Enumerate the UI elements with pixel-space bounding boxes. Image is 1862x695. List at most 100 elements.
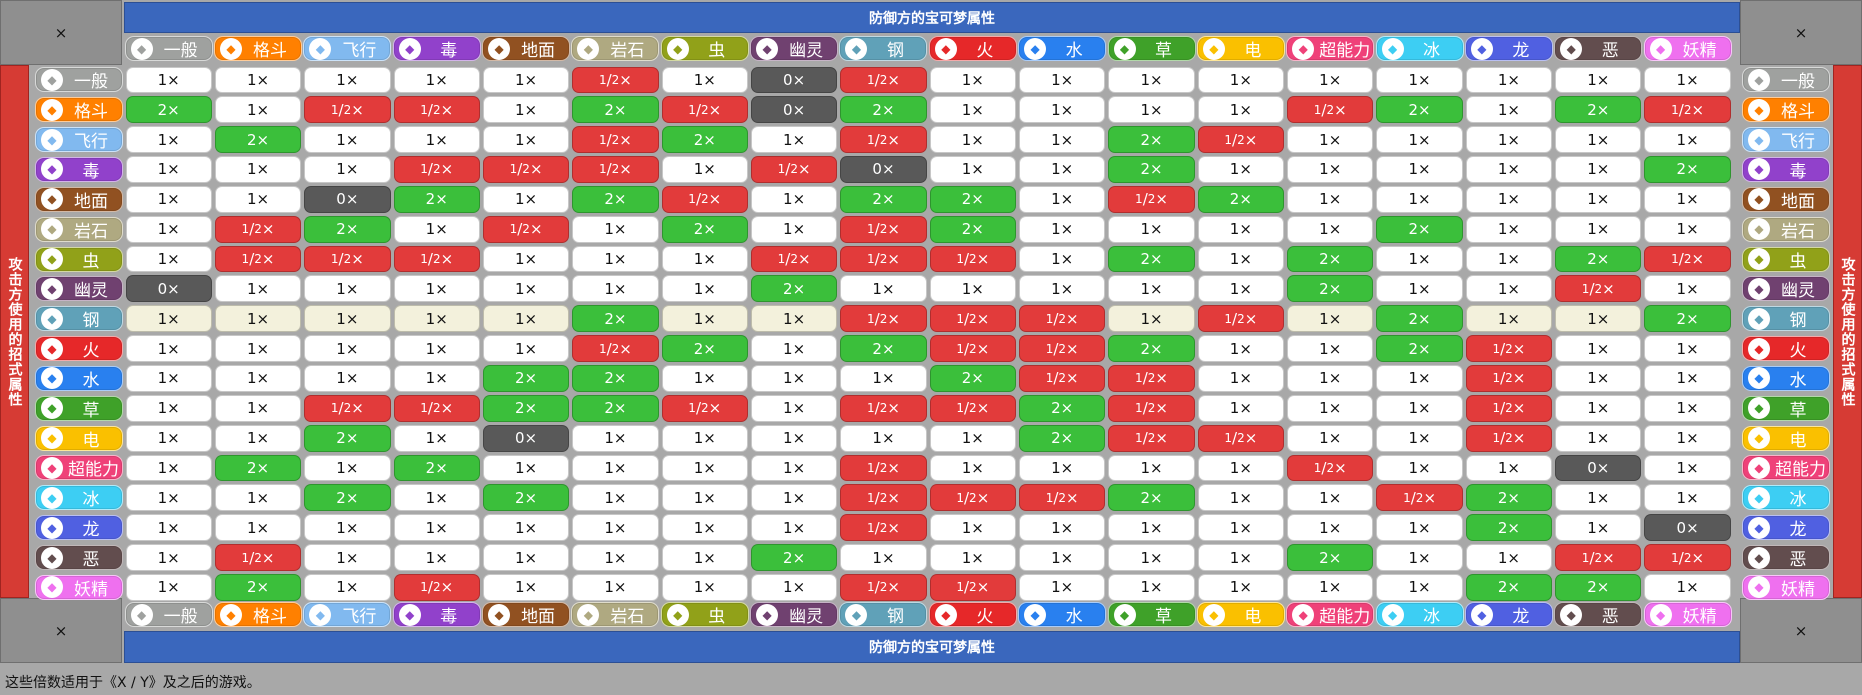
grass-icon: ◆ bbox=[1113, 37, 1136, 60]
effectiveness-cell: 1× bbox=[482, 573, 570, 601]
type-name: 超能力 bbox=[1775, 460, 1826, 481]
column-footer-11: ◆ 草 bbox=[1107, 602, 1196, 627]
fighting-icon: ◆ bbox=[41, 98, 63, 121]
effectiveness-cell: 1× bbox=[929, 424, 1016, 452]
effectiveness-cell: 1× bbox=[1555, 156, 1642, 183]
row-header-right-16: ◆ 恶 bbox=[1742, 545, 1830, 571]
effectiveness-cell: 1× bbox=[750, 126, 838, 154]
effectiveness-cell: 1/2 × bbox=[572, 156, 659, 183]
effectiveness-cell: 1× bbox=[304, 454, 391, 482]
effectiveness-cell: 1× bbox=[482, 335, 570, 362]
effectiveness-cell: 1× bbox=[125, 484, 212, 512]
type-name: 一般 bbox=[74, 72, 108, 93]
effectiveness-cell: 1× bbox=[1644, 484, 1731, 512]
electric-icon: ◆ bbox=[1202, 37, 1225, 60]
column-header-17: ◆ 妖精 bbox=[1643, 36, 1732, 61]
dark-icon: ◆ bbox=[1560, 603, 1583, 626]
effectiveness-cell: 1× bbox=[393, 275, 480, 303]
effectiveness-cell: 1× bbox=[1019, 514, 1106, 542]
effectiveness-cell: 1/2 × bbox=[1108, 424, 1195, 452]
row-header-right-13: ◆ 超能力 bbox=[1742, 455, 1830, 481]
effectiveness-cell: 1/2 × bbox=[1644, 96, 1731, 124]
effectiveness-cell: 1× bbox=[750, 185, 838, 213]
effectiveness-cell: 1/2 × bbox=[393, 573, 480, 601]
type-name: 电 bbox=[1244, 607, 1262, 627]
effectiveness-cell: 1× bbox=[482, 185, 570, 213]
column-header-12: ◆ 电 bbox=[1196, 36, 1285, 61]
effectiveness-cell: 1/2 × bbox=[929, 335, 1016, 362]
effectiveness-cell: 1× bbox=[125, 335, 212, 362]
psychic-icon: ◆ bbox=[1748, 456, 1770, 479]
normal-icon: ◆ bbox=[1748, 68, 1770, 91]
ground-icon: ◆ bbox=[488, 603, 511, 626]
column-header-6: ◆ 虫 bbox=[660, 36, 749, 61]
effectiveness-cell: 2× bbox=[1555, 573, 1642, 601]
effectiveness-cell: 2× bbox=[929, 185, 1016, 213]
bug-icon: ◆ bbox=[666, 603, 689, 626]
effectiveness-cell: 2× bbox=[482, 365, 570, 392]
right-side-banner: 攻击方使用的招式属性 bbox=[1833, 65, 1862, 598]
effectiveness-cell: 1× bbox=[1287, 126, 1374, 154]
effectiveness-cell: 1× bbox=[1108, 96, 1195, 124]
column-header-15: ◆ 龙 bbox=[1464, 36, 1553, 61]
effectiveness-cell: 1/2 × bbox=[1644, 544, 1731, 571]
poison-icon: ◆ bbox=[398, 37, 421, 60]
effectiveness-cell: 1× bbox=[1287, 66, 1374, 94]
type-name: 电 bbox=[1789, 430, 1807, 451]
effectiveness-cell: 2× bbox=[661, 335, 748, 362]
effectiveness-cell: 1× bbox=[750, 424, 838, 452]
effectiveness-cell: 1× bbox=[1376, 454, 1463, 482]
type-name: 冰 bbox=[1423, 41, 1441, 61]
top-banner: 防御方的宝可梦属性 bbox=[124, 2, 1740, 33]
effectiveness-cell: 0× bbox=[304, 185, 391, 213]
effectiveness-cell: 1× bbox=[125, 305, 212, 333]
fairy-icon: ◆ bbox=[1649, 37, 1672, 60]
effectiveness-cell: 1× bbox=[1108, 66, 1195, 94]
effectiveness-cell: 1× bbox=[482, 305, 570, 333]
effectiveness-cell: 1× bbox=[1644, 185, 1731, 213]
effectiveness-cell: 1/2 × bbox=[750, 156, 838, 183]
effectiveness-cell: 2× bbox=[214, 454, 302, 482]
fairy-icon: ◆ bbox=[1649, 603, 1672, 626]
row-header-6: ◆ 虫 bbox=[35, 246, 123, 272]
column-footer-7: ◆ 幽灵 bbox=[750, 602, 839, 627]
close-icon: × bbox=[1794, 621, 1808, 640]
type-name: 幽灵 bbox=[74, 281, 108, 302]
effectiveness-cell: 1× bbox=[1376, 365, 1463, 392]
row-header-right-10: ◆ 水 bbox=[1742, 365, 1830, 391]
effectiveness-cell: 1/2 × bbox=[214, 245, 302, 273]
type-name: 地面 bbox=[1781, 191, 1815, 212]
type-name: 超能力 bbox=[1319, 607, 1371, 627]
ice-icon: ◆ bbox=[1381, 37, 1404, 60]
corner-box: × bbox=[0, 0, 122, 65]
type-name: 毒 bbox=[440, 607, 458, 627]
ghost-icon: ◆ bbox=[1748, 277, 1770, 300]
effectiveness-cell: 1× bbox=[1197, 365, 1285, 392]
effectiveness-cell: 1/2 × bbox=[1019, 484, 1106, 512]
type-name: 恶 bbox=[1601, 41, 1619, 61]
column-footer-16: ◆ 恶 bbox=[1554, 602, 1643, 627]
effectiveness-cell: 1× bbox=[1287, 514, 1374, 542]
effectiveness-cell: 1× bbox=[125, 66, 212, 94]
column-header-5: ◆ 岩石 bbox=[571, 36, 660, 61]
type-name: 格斗 bbox=[253, 607, 288, 627]
effectiveness-cell: 1/2 × bbox=[393, 245, 480, 273]
type-name: 飞行 bbox=[74, 132, 108, 153]
effectiveness-cell: 1× bbox=[482, 454, 570, 482]
steel-icon: ◆ bbox=[1748, 307, 1770, 330]
effectiveness-cell: 1× bbox=[661, 365, 748, 392]
effectiveness-cell: 2× bbox=[1465, 514, 1553, 542]
effectiveness-cell: 1× bbox=[1555, 215, 1642, 243]
effectiveness-cell: 1/2 × bbox=[1555, 544, 1642, 571]
close-icon: × bbox=[1794, 23, 1808, 42]
effectiveness-cell: 1/2 × bbox=[840, 245, 927, 273]
dragon-icon: ◆ bbox=[1748, 516, 1770, 539]
effectiveness-cell: 1× bbox=[572, 454, 659, 482]
effectiveness-cell: 2× bbox=[572, 305, 659, 333]
type-name: 水 bbox=[1065, 41, 1083, 61]
row-header-4: ◆ 地面 bbox=[35, 186, 123, 212]
ice-icon: ◆ bbox=[41, 486, 63, 509]
type-name: 恶 bbox=[82, 550, 100, 571]
effectiveness-cell: 1× bbox=[1197, 394, 1285, 422]
effectiveness-cell: 1× bbox=[393, 66, 480, 94]
